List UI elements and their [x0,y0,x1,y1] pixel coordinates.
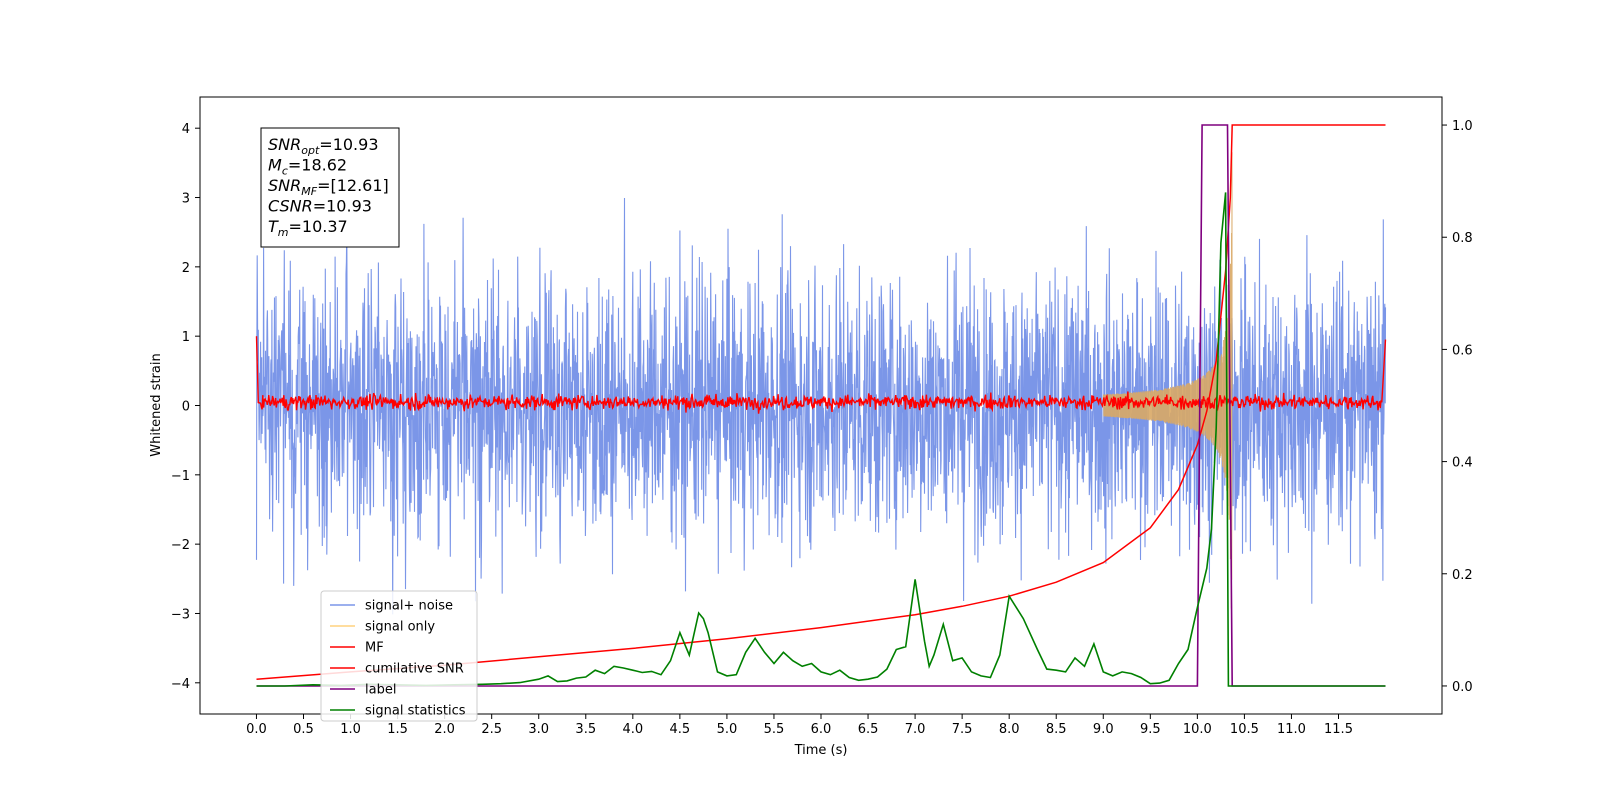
legend: signal+ noise signal only MF cumilative SNR… [320,590,478,722]
y2-tick-label: 0.8 [1452,231,1473,246]
series-cumulative-snr [256,124,1386,680]
legend-label: signal statistics [365,704,466,719]
annotation-line: Mc=18.62 [268,156,347,178]
y-axis-ticks: −4 −3 −2 −1 0 1 2 3 4 [171,122,200,692]
x-tick-label: 0.5 [293,722,314,737]
x-tick-label: 7.0 [905,722,926,737]
x-tick-label: 3.0 [528,722,549,737]
x-tick-label: 0.0 [246,722,267,737]
y-tick-label: 4 [182,122,190,137]
y-tick-label: 1 [182,330,190,345]
x-tick-label: 5.0 [717,722,738,737]
y-tick-label: 3 [182,192,190,207]
legend-label: signal+ noise [365,599,453,614]
x-axis-label: Time (s) [794,743,848,758]
x-tick-label: 10.5 [1230,722,1259,737]
x-tick-label: 6.0 [811,722,832,737]
series-mf [255,336,1387,414]
x-tick-label: 9.5 [1140,722,1161,737]
y-tick-label: −4 [171,677,190,692]
x-tick-label: 3.5 [575,722,596,737]
x-tick-label: 1.5 [387,722,408,737]
x-tick-label: 9.0 [1093,722,1114,737]
x-axis-ticks: 0.0 0.5 1.0 1.5 2.0 2.5 3.0 3.5 4.0 4.5 5.0 5.5 6.0 6… [246,714,1353,737]
y-axis-label: Whitened strain [149,353,164,456]
y2-tick-label: 0.0 [1452,680,1473,695]
y2-tick-label: 0.4 [1452,456,1473,471]
series-signal-only [1102,152,1233,609]
series-signal-plus-noise [255,197,1387,615]
x-tick-label: 4.5 [670,722,691,737]
x-tick-label: 5.5 [764,722,785,737]
y2-tick-label: 0.2 [1452,568,1473,583]
x-tick-label: 7.5 [952,722,973,737]
y2-axis-ticks: 0.0 0.2 0.4 0.6 0.8 1.0 [1442,119,1473,695]
x-tick-label: 4.0 [622,722,643,737]
x-tick-label: 11.0 [1277,722,1306,737]
y-tick-label: −2 [171,538,190,553]
x-tick-label: 10.0 [1183,722,1212,737]
x-tick-label: 8.5 [1046,722,1067,737]
y2-tick-label: 1.0 [1452,119,1473,134]
y-tick-label: 0 [182,400,190,415]
x-tick-label: 2.5 [481,722,502,737]
annotation-line: CSNR=10.93 [268,197,372,216]
x-tick-label: 2.0 [434,722,455,737]
x-tick-label: 6.5 [858,722,879,737]
annotation-box: SNRopt=10.93Mc=18.62SNRMF=[12.61]CSNR=10… [260,127,400,248]
legend-label: label [365,683,396,698]
legend-label: cumilative SNR [365,662,464,677]
y-tick-label: −1 [171,469,190,484]
x-tick-label: 11.5 [1324,722,1353,737]
series-signal-statistics [256,192,1386,687]
data-layer [255,124,1387,687]
legend-label: signal only [365,620,435,635]
legend-label: MF [365,641,384,656]
y2-tick-label: 0.6 [1452,343,1473,358]
y-tick-label: 2 [182,261,190,276]
annotation-line: Tm=10.37 [268,217,348,239]
annotation-line: SNRMF=[12.61] [268,176,389,198]
x-tick-label: 1.0 [340,722,361,737]
annotation-line: SNRopt=10.93 [268,135,379,157]
x-tick-label: 8.0 [999,722,1020,737]
y-tick-label: −3 [171,607,190,622]
